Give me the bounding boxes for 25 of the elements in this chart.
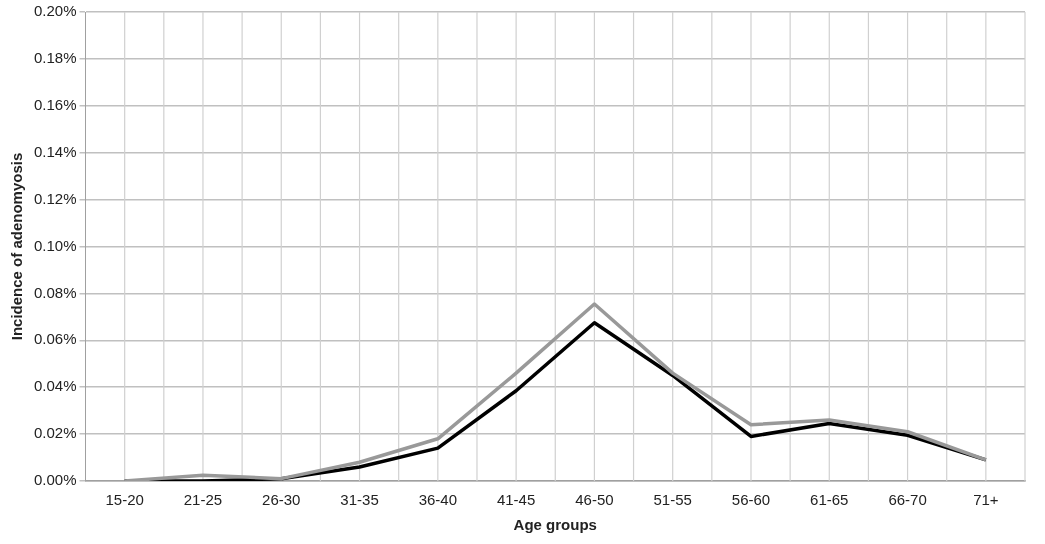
y-tick-label: 0.20% [33,2,77,20]
y-tick-label: 0.04% [33,377,77,395]
x-tick-label: 15-20 [105,491,144,509]
y-tick-label: 0.00% [33,471,77,489]
x-tick-label: 61-65 [810,491,849,509]
y-tick-label: 0.02% [33,424,77,442]
y-tick-label: 0.08% [33,283,77,301]
y-tick-label: 0.18% [33,49,77,67]
x-tick-label: 71+ [973,491,999,509]
y-tick-label: 0.12% [33,189,77,207]
x-tick-label: 21-25 [183,491,223,509]
x-tick-label: 26-30 [262,491,301,509]
y-tick-label: 0.10% [33,236,77,254]
y-tick-label: 0.14% [33,142,77,160]
y-tick-label: 0.16% [33,95,77,113]
x-tick-label: 51-55 [653,491,692,509]
y-tick-label: 0.06% [33,330,77,348]
x-tick-label: 56-60 [731,491,771,509]
x-tick-label: 46-50 [575,491,614,509]
x-axis-title: Age groups [513,516,597,534]
x-tick-label: 41-45 [496,491,536,509]
x-tick-label: 36-40 [418,491,458,509]
x-tick-label: 66-70 [888,491,927,509]
y-axis-title: Incidence of adenomyosis [8,152,26,341]
x-tick-label: 31-35 [340,491,379,509]
